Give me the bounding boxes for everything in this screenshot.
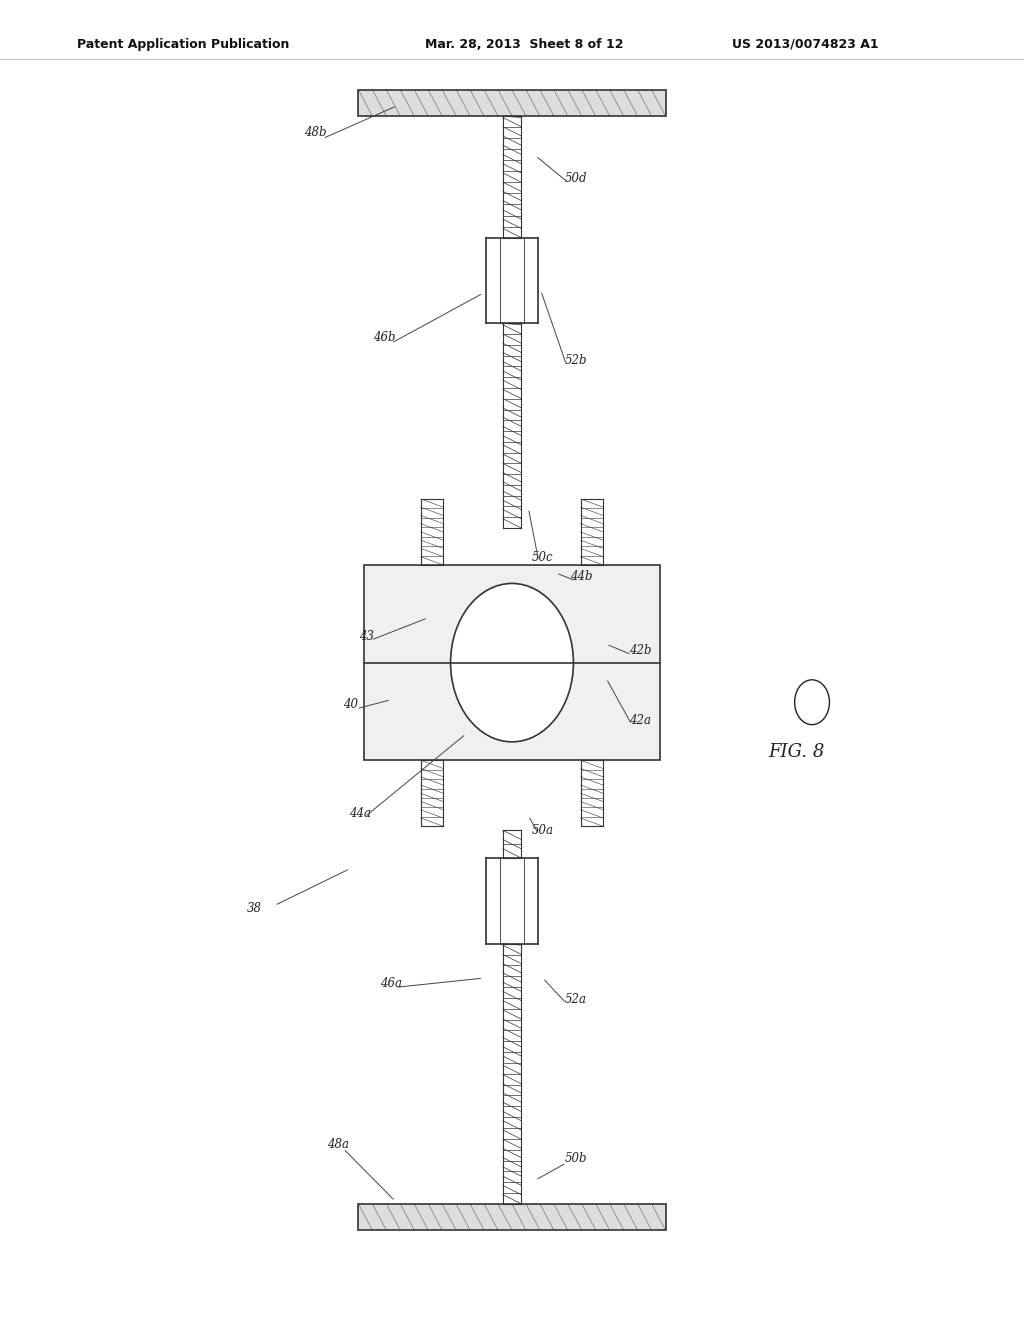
Text: Patent Application Publication: Patent Application Publication (77, 37, 289, 50)
Text: 42b: 42b (629, 644, 651, 657)
Text: 38: 38 (247, 902, 261, 915)
Text: 43: 43 (359, 630, 374, 643)
Text: 40: 40 (343, 698, 357, 711)
Text: 46b: 46b (373, 331, 395, 345)
Text: US 2013/0074823 A1: US 2013/0074823 A1 (732, 37, 879, 50)
Text: 44a: 44a (349, 807, 372, 820)
Polygon shape (358, 90, 666, 116)
Text: 42a: 42a (629, 714, 651, 727)
Text: 44b: 44b (570, 570, 593, 583)
Polygon shape (364, 565, 660, 760)
Text: 50b: 50b (564, 1152, 587, 1166)
Text: 50c: 50c (531, 550, 554, 564)
Polygon shape (358, 1204, 666, 1230)
Text: 46a: 46a (380, 977, 402, 990)
Text: 52b: 52b (564, 354, 587, 367)
Text: 48a: 48a (327, 1138, 349, 1151)
Text: FIG. 8: FIG. 8 (768, 743, 825, 762)
Text: 52a: 52a (564, 993, 587, 1006)
Text: 48b: 48b (304, 125, 327, 139)
Text: Mar. 28, 2013  Sheet 8 of 12: Mar. 28, 2013 Sheet 8 of 12 (425, 37, 624, 50)
Text: 50a: 50a (531, 824, 554, 837)
Circle shape (451, 583, 573, 742)
Text: 50d: 50d (564, 172, 587, 185)
